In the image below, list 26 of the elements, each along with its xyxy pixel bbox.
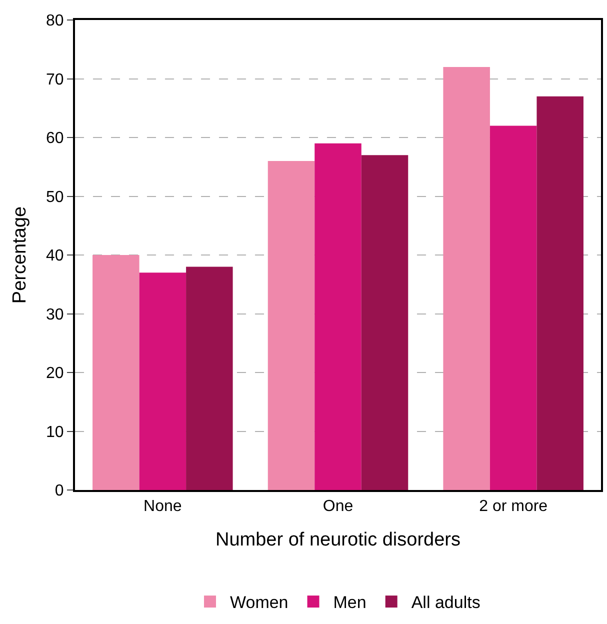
bar xyxy=(268,161,315,490)
y-tick-label: 40 xyxy=(46,248,64,265)
y-tick-label: 50 xyxy=(46,188,64,206)
legend-label: Women xyxy=(230,593,288,612)
y-tick-label: 30 xyxy=(46,306,64,324)
y-tick-label: 70 xyxy=(46,71,64,88)
bar xyxy=(536,96,584,490)
y-tick-label: 60 xyxy=(46,130,64,148)
bar xyxy=(92,255,140,490)
legend-label: Men xyxy=(333,593,366,612)
x-tick-label: One xyxy=(322,498,354,516)
y-tick-label: 20 xyxy=(46,365,64,382)
bar xyxy=(314,143,362,490)
bar xyxy=(490,126,537,490)
x-tick-label: 2 or more xyxy=(479,498,548,516)
bar xyxy=(186,266,233,490)
y-tick-label: 0 xyxy=(54,482,64,500)
y-tick-label: 80 xyxy=(46,12,64,30)
y-axis-title: Percentage xyxy=(9,206,30,304)
bar xyxy=(361,155,408,490)
bar xyxy=(443,67,490,490)
x-axis-title: Number of neurotic disorders xyxy=(216,530,460,550)
bar xyxy=(139,272,186,490)
y-tick-label: 10 xyxy=(46,424,64,441)
legend-label: All adults xyxy=(411,593,480,612)
x-tick-label: None xyxy=(144,498,182,516)
